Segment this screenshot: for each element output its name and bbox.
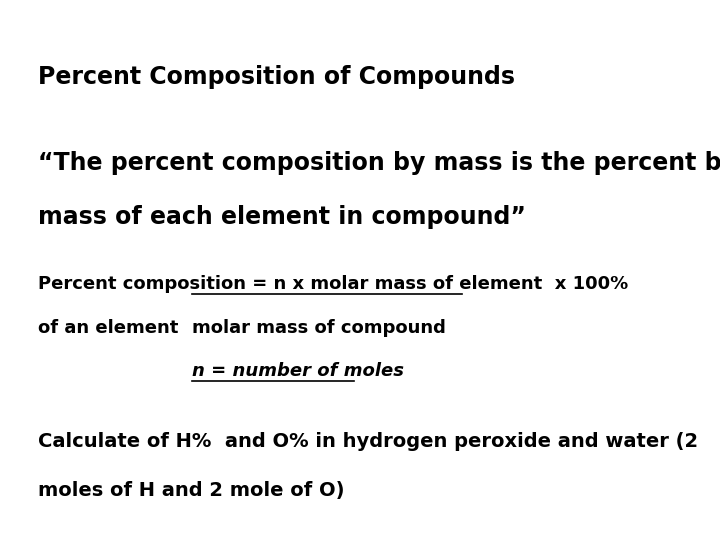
Text: of an element: of an element <box>37 319 178 336</box>
Text: Percent Composition of Compounds: Percent Composition of Compounds <box>37 65 515 89</box>
Text: mass of each element in compound”: mass of each element in compound” <box>37 205 526 229</box>
Text: moles of H and 2 mole of O): moles of H and 2 mole of O) <box>37 481 344 500</box>
Text: “The percent composition by mass is the percent by: “The percent composition by mass is the … <box>37 151 720 175</box>
Text: n = number of moles: n = number of moles <box>192 362 404 380</box>
Text: Calculate of H%  and O% in hydrogen peroxide and water (2: Calculate of H% and O% in hydrogen perox… <box>37 432 698 451</box>
Text: molar mass of compound: molar mass of compound <box>192 319 446 336</box>
Text: Percent composition = n x molar mass of element  x 100%: Percent composition = n x molar mass of … <box>37 275 628 293</box>
